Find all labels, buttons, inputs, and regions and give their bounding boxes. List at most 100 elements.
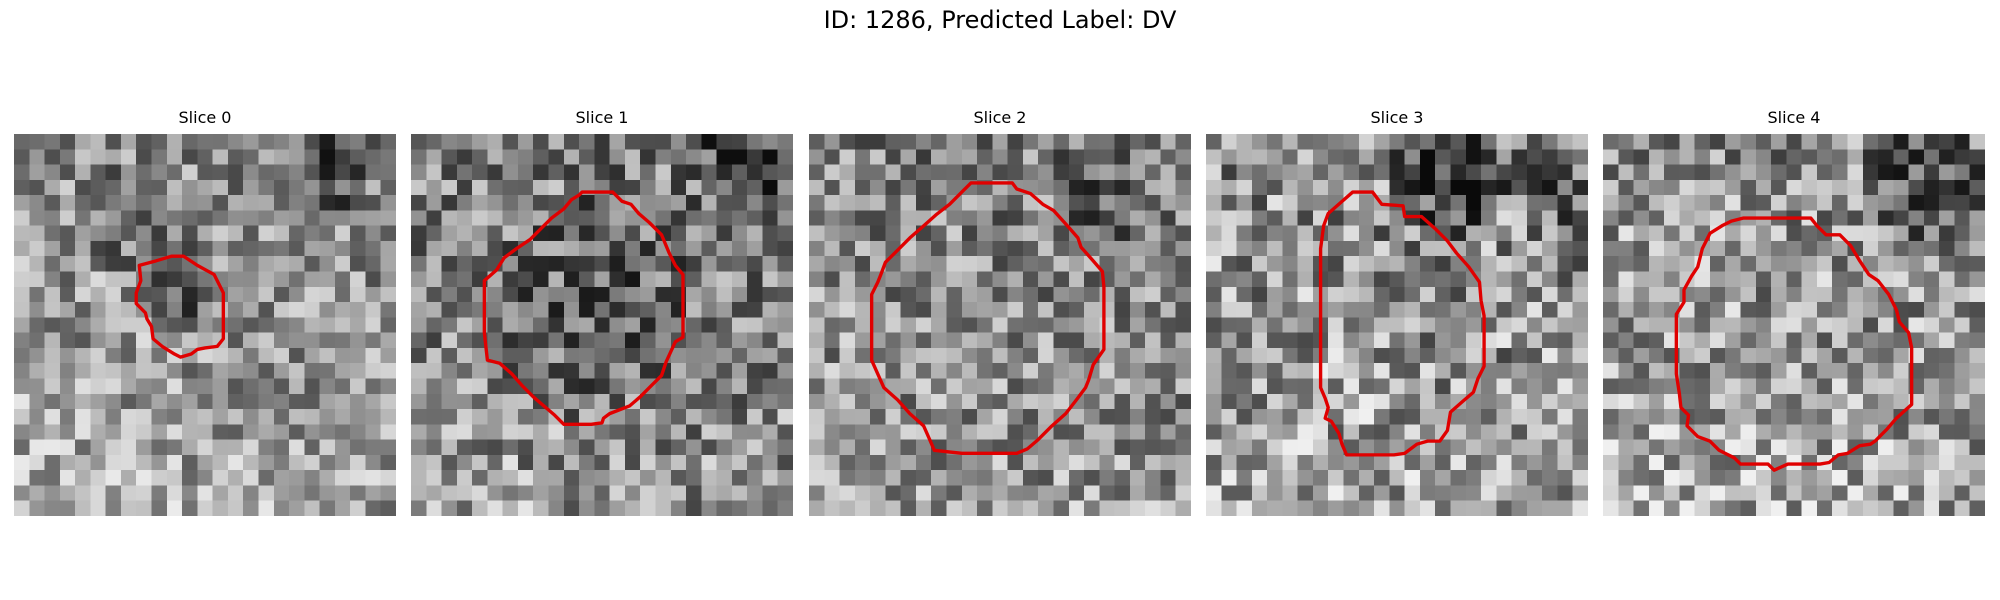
pixel <box>1526 240 1543 257</box>
pixel <box>1954 179 1971 196</box>
pixel <box>915 302 932 318</box>
pixel <box>624 286 641 303</box>
pixel <box>456 164 473 181</box>
pixel <box>197 424 213 440</box>
pixel <box>1954 378 1971 395</box>
pixel <box>487 500 503 516</box>
pixel <box>1358 149 1375 165</box>
pixel <box>212 149 229 165</box>
pixel <box>716 179 733 196</box>
pixel <box>487 363 503 379</box>
pixel <box>977 439 993 456</box>
pixel <box>1832 286 1848 303</box>
pixel <box>839 332 856 349</box>
pixel <box>594 134 610 150</box>
pixel <box>839 256 856 272</box>
pixel <box>136 210 152 226</box>
pixel <box>411 240 427 257</box>
pixel <box>90 210 106 226</box>
pixel <box>1145 179 1161 196</box>
pixel <box>243 378 259 395</box>
pixel <box>59 302 76 318</box>
pixel <box>1893 332 1909 349</box>
pixel <box>1771 302 1787 318</box>
pixel <box>350 485 366 502</box>
pixel <box>1481 409 1497 425</box>
pixel <box>1297 271 1314 288</box>
pixel <box>1175 134 1191 150</box>
pixel <box>992 195 1008 211</box>
pixel <box>243 347 259 364</box>
pixel <box>1954 363 1971 379</box>
pixel <box>472 256 488 272</box>
pixel <box>1923 500 1940 516</box>
pixel <box>686 332 702 349</box>
pixel <box>1755 149 1772 165</box>
pixel <box>182 424 198 440</box>
slice-title: Slice 0 <box>178 108 232 127</box>
pixel <box>1542 409 1558 425</box>
pixel <box>1542 332 1558 349</box>
pixel <box>1755 409 1772 425</box>
pixel <box>1450 363 1467 379</box>
pixel <box>1771 332 1787 349</box>
pixel <box>289 485 305 502</box>
pixel <box>777 454 793 471</box>
pixel <box>1618 164 1634 181</box>
pixel <box>227 164 244 181</box>
pixel <box>992 134 1008 150</box>
pixel <box>197 271 213 288</box>
pixel <box>90 240 106 257</box>
pixel <box>1450 210 1467 226</box>
pixel <box>1801 302 1818 318</box>
pixel <box>1038 363 1054 379</box>
pixel <box>1664 286 1680 303</box>
pixel <box>594 378 610 395</box>
pixel <box>1847 485 1864 502</box>
pixel <box>426 409 442 425</box>
pixel <box>809 240 825 257</box>
pixel <box>1786 134 1802 150</box>
pixel <box>1816 256 1833 272</box>
pixel <box>1801 225 1818 242</box>
pixel <box>1954 302 1971 318</box>
pixel <box>1221 439 1237 456</box>
pixel <box>334 179 351 196</box>
pixel <box>1679 470 1695 486</box>
pixel <box>931 256 947 272</box>
pixel <box>1145 195 1161 211</box>
pixel <box>1022 378 1039 395</box>
pixel <box>197 409 213 425</box>
pixel <box>1435 302 1451 318</box>
pixel <box>289 500 305 516</box>
pixel <box>75 195 91 211</box>
pixel <box>90 332 106 349</box>
pixel <box>1053 454 1070 471</box>
pixel <box>1618 134 1634 150</box>
pixel <box>885 409 901 425</box>
pixel <box>1954 164 1971 181</box>
pixel <box>365 424 382 440</box>
pixel <box>1832 164 1848 181</box>
pixel <box>870 179 886 196</box>
pixel <box>624 317 641 333</box>
pixel <box>609 332 626 349</box>
pixel <box>548 210 565 226</box>
pixel <box>1007 500 1024 516</box>
pixel <box>1939 439 1955 456</box>
pixel <box>594 271 610 288</box>
pixel <box>502 195 519 211</box>
pixel <box>1450 393 1467 410</box>
pixel <box>1740 179 1757 196</box>
pixel <box>334 195 351 211</box>
pixel <box>227 286 244 303</box>
pixel <box>1358 240 1375 257</box>
pixel <box>563 240 580 257</box>
pixel <box>289 393 305 410</box>
pixel <box>426 134 442 150</box>
pixel <box>1481 393 1497 410</box>
pixel <box>1572 317 1588 333</box>
pixel <box>1572 210 1588 226</box>
pixel <box>1374 393 1390 410</box>
pixel <box>885 179 901 196</box>
